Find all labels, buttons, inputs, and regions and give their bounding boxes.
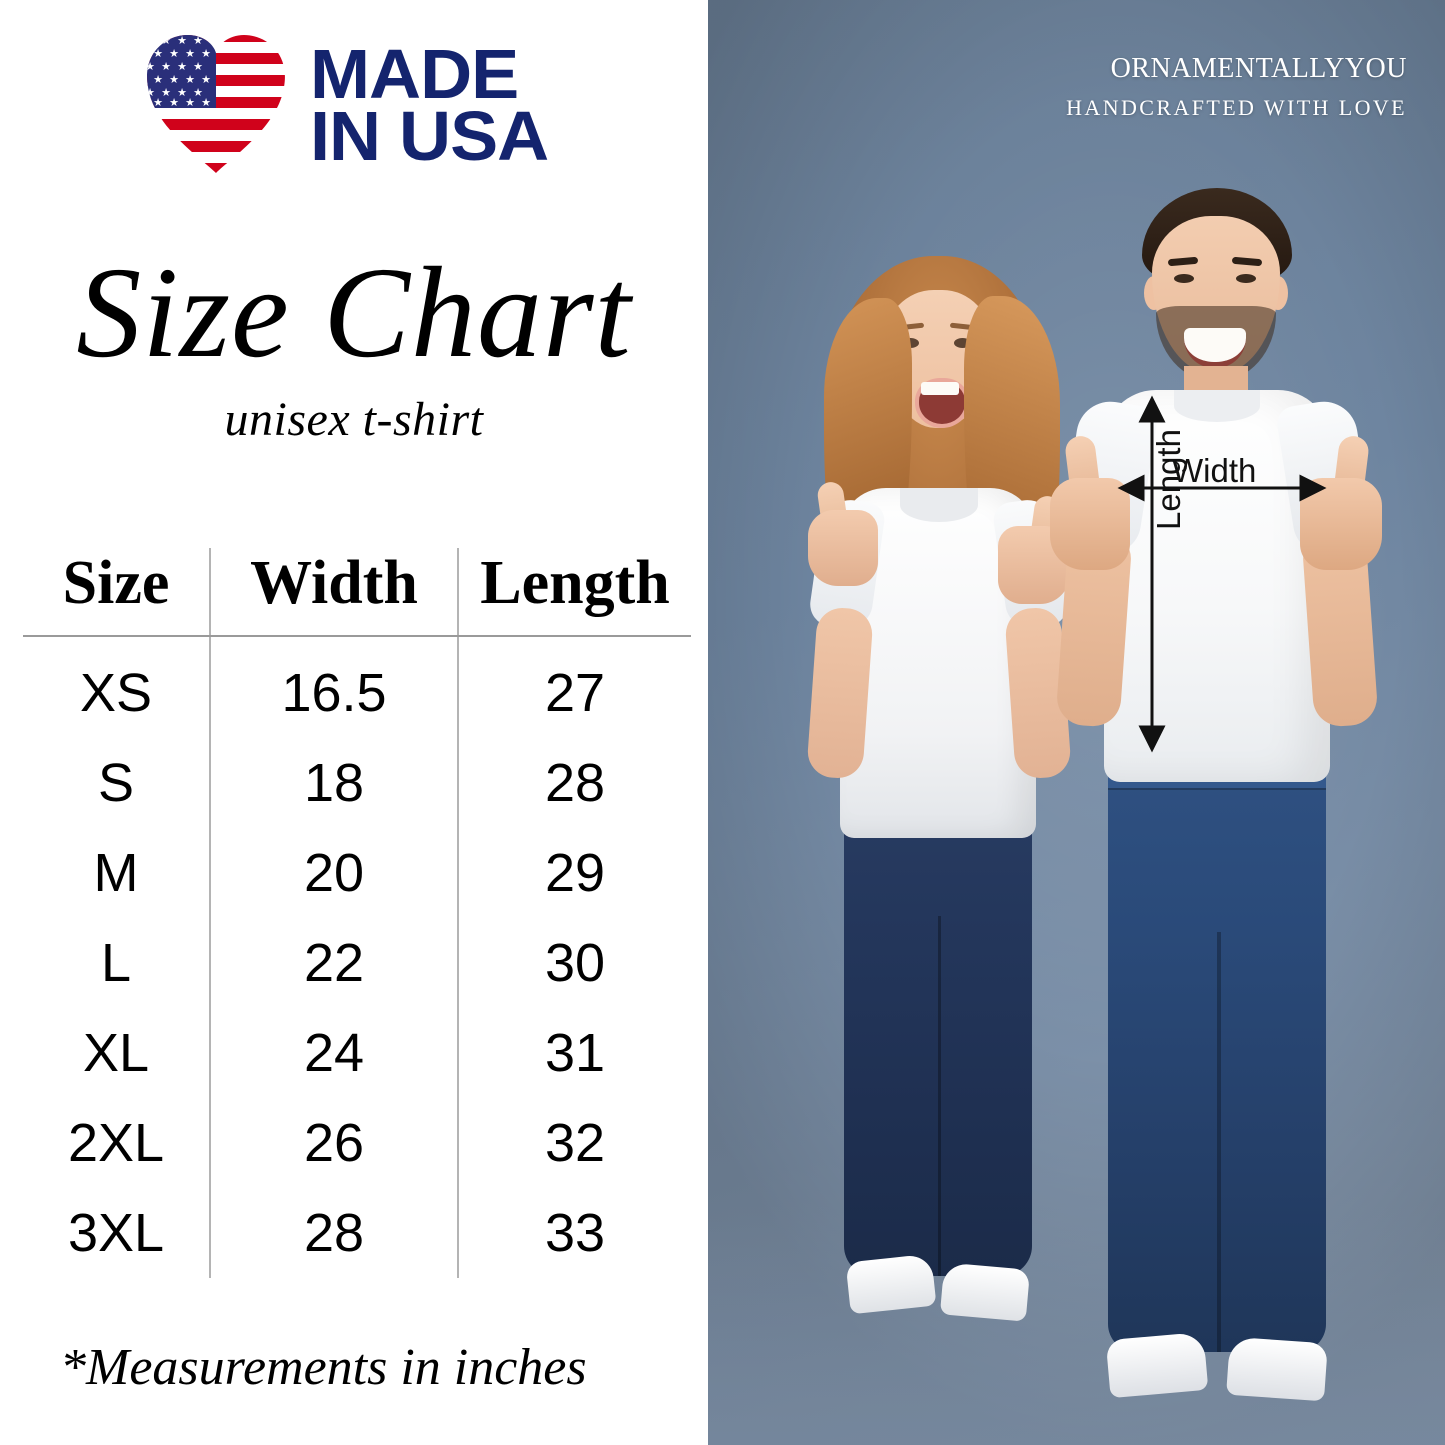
table-body: XS 16.5 27 S 18 28 M 20 29 L 22 30 bbox=[23, 636, 691, 1278]
svg-text:★: ★ bbox=[201, 47, 211, 60]
cell-width: 22 bbox=[209, 918, 458, 1008]
svg-text:★: ★ bbox=[193, 34, 203, 47]
table-row: XL 24 31 bbox=[23, 1008, 691, 1098]
made-in-usa-text: MADE IN USA bbox=[310, 35, 549, 175]
brand-logo: OrnamentallyYou HANDCRAFTED WITH LOVE bbox=[1066, 40, 1407, 121]
female-eye-right bbox=[954, 338, 971, 348]
svg-text:★: ★ bbox=[161, 86, 171, 99]
svg-text:★: ★ bbox=[161, 60, 171, 73]
cell-size: XL bbox=[82, 1023, 150, 1083]
cell-size: L bbox=[100, 933, 132, 993]
brand-name: OrnamentallyYou bbox=[1110, 41, 1407, 86]
cell-width: 28 bbox=[209, 1188, 458, 1278]
info-panel: ★ ★ ★ ★ ★ ★ ★ ★ ★ ★ ★ ★ ★ ★ ★ ★ ★ ★ ★ ★ ★ ★ ★ ★ MADE IN US… bbox=[0, 0, 708, 1445]
svg-text:★: ★ bbox=[153, 96, 163, 109]
female-model bbox=[802, 238, 1102, 1438]
svg-text:★: ★ bbox=[145, 34, 155, 47]
svg-text:★: ★ bbox=[201, 96, 211, 109]
svg-text:★: ★ bbox=[185, 47, 195, 60]
female-shoe-right bbox=[939, 1262, 1031, 1322]
title-block: Size Chart unisex t-shirt bbox=[0, 248, 708, 447]
svg-text:★: ★ bbox=[169, 47, 179, 60]
badge-line-2: IN USA bbox=[310, 97, 549, 175]
female-hand-left bbox=[808, 510, 878, 586]
cell-length: 27 bbox=[457, 636, 691, 738]
svg-text:★: ★ bbox=[185, 73, 195, 86]
female-tshirt-collar bbox=[900, 488, 978, 522]
male-eye-left bbox=[1174, 274, 1194, 283]
column-header-size: Size bbox=[23, 548, 210, 637]
table-row: S 18 28 bbox=[23, 738, 691, 828]
svg-text:★: ★ bbox=[193, 60, 203, 73]
made-in-usa-badge: ★ ★ ★ ★ ★ ★ ★ ★ ★ ★ ★ ★ ★ ★ ★ ★ ★ ★ ★ ★ ★ ★ ★ ★ MADE IN US… bbox=[140, 24, 570, 184]
cell-length: 28 bbox=[457, 738, 691, 828]
models-group bbox=[708, 0, 1445, 1445]
female-teeth bbox=[921, 382, 959, 395]
female-shoe-left bbox=[845, 1253, 937, 1315]
cell-width: 24 bbox=[209, 1008, 458, 1098]
svg-text:★: ★ bbox=[169, 73, 179, 86]
svg-text:★: ★ bbox=[177, 34, 187, 47]
cell-size: M bbox=[93, 843, 139, 903]
male-jeans bbox=[1108, 752, 1326, 1352]
svg-text:★: ★ bbox=[193, 86, 203, 99]
svg-text:★: ★ bbox=[185, 96, 195, 109]
cell-length: 30 bbox=[457, 918, 691, 1008]
svg-text:★: ★ bbox=[161, 34, 171, 47]
size-table: Size Width Length XS 16.5 27 S 18 28 M bbox=[23, 548, 691, 1278]
male-hand-right bbox=[1300, 478, 1382, 570]
svg-text:★: ★ bbox=[153, 73, 163, 86]
svg-text:★: ★ bbox=[201, 73, 211, 86]
cell-size: XS bbox=[79, 663, 153, 723]
svg-text:★: ★ bbox=[177, 60, 187, 73]
female-mouth bbox=[915, 378, 969, 428]
cell-length: 32 bbox=[457, 1098, 691, 1188]
svg-text:★: ★ bbox=[153, 47, 163, 60]
cell-size: 2XL bbox=[67, 1113, 165, 1173]
column-header-width: Width bbox=[209, 548, 458, 637]
male-tshirt-collar bbox=[1174, 390, 1260, 422]
cell-length: 29 bbox=[457, 828, 691, 918]
header-row: Size Width Length bbox=[23, 548, 691, 637]
length-measure-label: Length bbox=[1150, 429, 1187, 530]
male-model bbox=[1046, 178, 1386, 1433]
svg-text:★: ★ bbox=[145, 60, 155, 73]
page-title: Size Chart bbox=[76, 241, 632, 385]
table-row: XS 16.5 27 bbox=[23, 636, 691, 738]
table-row: 3XL 28 33 bbox=[23, 1188, 691, 1278]
male-shoe-left bbox=[1105, 1331, 1209, 1399]
table-row: 2XL 26 32 bbox=[23, 1098, 691, 1188]
male-shoe-right bbox=[1226, 1336, 1328, 1402]
female-arm-left bbox=[806, 606, 874, 780]
measurement-footnote: *Measurements in inches bbox=[60, 1339, 587, 1396]
svg-text:★: ★ bbox=[145, 86, 155, 99]
cell-length: 31 bbox=[457, 1008, 691, 1098]
male-eye-right bbox=[1236, 274, 1256, 283]
svg-text:★: ★ bbox=[169, 96, 179, 109]
svg-text:★: ★ bbox=[177, 86, 187, 99]
column-header-length: Length bbox=[457, 548, 691, 637]
badge-line-1: MADE bbox=[310, 35, 519, 114]
cell-size: S bbox=[97, 753, 135, 813]
cell-width: 18 bbox=[209, 738, 458, 828]
table-row: M 20 29 bbox=[23, 828, 691, 918]
cell-width: 26 bbox=[209, 1098, 458, 1188]
page-subtitle: unisex t-shirt bbox=[224, 393, 484, 446]
cell-width: 16.5 bbox=[209, 636, 458, 738]
usa-heart-flag-icon: ★ ★ ★ ★ ★ ★ ★ ★ ★ ★ ★ ★ ★ ★ ★ ★ ★ ★ ★ ★ ★ ★ ★ ★ bbox=[145, 34, 285, 173]
cell-size: 3XL bbox=[67, 1203, 165, 1263]
cell-length: 33 bbox=[457, 1188, 691, 1278]
table-header: Size Width Length bbox=[23, 548, 691, 637]
male-hand-left bbox=[1050, 478, 1130, 570]
model-photo-panel: OrnamentallyYou HANDCRAFTED WITH LOVE bbox=[708, 0, 1445, 1445]
width-measure-label: Width bbox=[1172, 452, 1257, 489]
cell-width: 20 bbox=[209, 828, 458, 918]
brand-tagline: HANDCRAFTED WITH LOVE bbox=[1066, 95, 1407, 120]
table-row: L 22 30 bbox=[23, 918, 691, 1008]
